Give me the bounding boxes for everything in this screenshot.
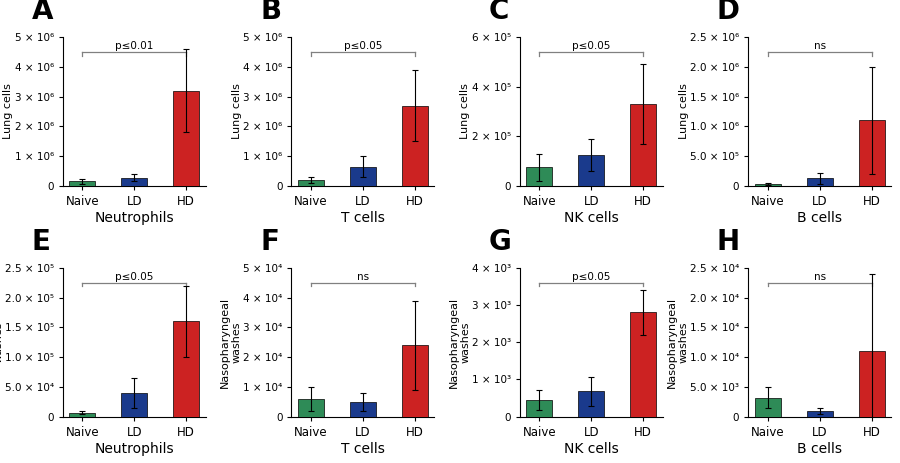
Bar xyxy=(578,391,604,417)
Text: ns: ns xyxy=(356,271,369,282)
Y-axis label: Lung cells: Lung cells xyxy=(4,83,13,139)
Text: E: E xyxy=(32,228,50,256)
Text: ns: ns xyxy=(814,271,825,282)
Text: ns: ns xyxy=(814,41,825,51)
Bar xyxy=(859,351,885,417)
Bar xyxy=(755,184,780,186)
Y-axis label: Nasopharyngeal
washes: Nasopharyngeal washes xyxy=(667,297,688,388)
Bar xyxy=(174,91,199,186)
Bar xyxy=(174,321,199,417)
X-axis label: T cells: T cells xyxy=(341,211,384,225)
Text: A: A xyxy=(32,0,53,25)
Bar xyxy=(350,402,376,417)
Text: C: C xyxy=(489,0,508,25)
Text: p≤0.01: p≤0.01 xyxy=(115,41,154,51)
Bar xyxy=(122,393,148,417)
X-axis label: Neutrophils: Neutrophils xyxy=(94,211,175,225)
X-axis label: B cells: B cells xyxy=(797,442,842,456)
Text: H: H xyxy=(716,228,740,256)
Y-axis label: Lung cells: Lung cells xyxy=(231,83,242,139)
Y-axis label: Lung cells: Lung cells xyxy=(460,83,471,139)
Bar xyxy=(755,398,780,417)
Text: p≤0.05: p≤0.05 xyxy=(572,271,610,282)
Text: D: D xyxy=(716,0,740,25)
Bar xyxy=(401,345,428,417)
X-axis label: Neutrophils: Neutrophils xyxy=(94,442,175,456)
Text: G: G xyxy=(489,228,511,256)
Y-axis label: Nasopharyngeal
washes: Nasopharyngeal washes xyxy=(220,297,242,388)
Text: p≤0.05: p≤0.05 xyxy=(115,271,154,282)
Bar xyxy=(806,178,832,186)
Y-axis label: Lung cells: Lung cells xyxy=(679,83,688,139)
Text: F: F xyxy=(260,228,279,256)
X-axis label: T cells: T cells xyxy=(341,442,384,456)
X-axis label: B cells: B cells xyxy=(797,211,842,225)
Bar xyxy=(401,106,428,186)
Bar xyxy=(350,167,376,186)
Bar xyxy=(298,399,324,417)
Bar xyxy=(630,104,656,186)
Y-axis label: Nasopharyngeal
washes: Nasopharyngeal washes xyxy=(449,297,471,388)
Text: B: B xyxy=(260,0,281,25)
Bar xyxy=(630,313,656,417)
Bar xyxy=(122,178,148,186)
X-axis label: NK cells: NK cells xyxy=(563,442,618,456)
Bar xyxy=(859,120,885,186)
X-axis label: NK cells: NK cells xyxy=(563,211,618,225)
Text: p≤0.05: p≤0.05 xyxy=(344,41,382,51)
Text: p≤0.05: p≤0.05 xyxy=(572,41,610,51)
Bar xyxy=(526,167,553,186)
Bar xyxy=(526,400,553,417)
Bar xyxy=(578,155,604,186)
Bar xyxy=(69,413,95,417)
Bar xyxy=(69,181,95,186)
Y-axis label: Nasopharyngeal
washes: Nasopharyngeal washes xyxy=(0,297,4,388)
Bar xyxy=(298,180,324,186)
Bar xyxy=(806,411,832,417)
